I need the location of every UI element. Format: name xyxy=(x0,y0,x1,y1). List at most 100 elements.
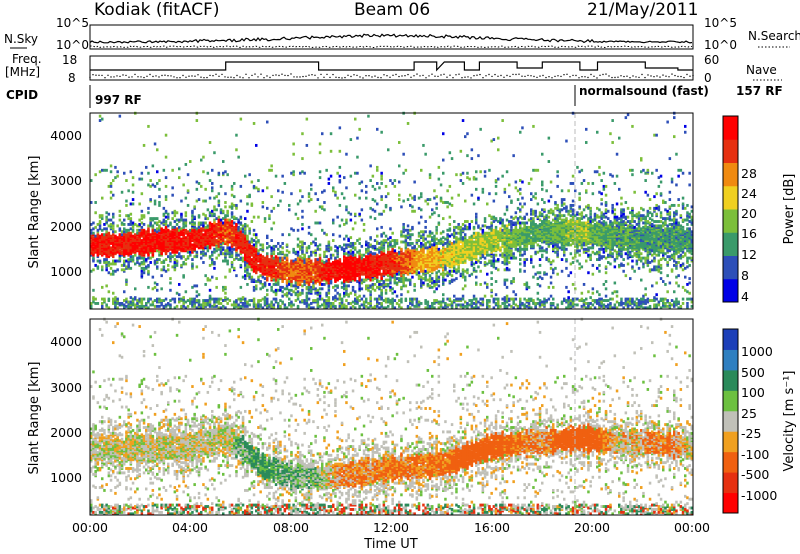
power-cell xyxy=(285,293,289,297)
power-cell xyxy=(327,258,331,262)
power-cell xyxy=(173,209,177,213)
power-cell xyxy=(169,237,172,241)
power-cell xyxy=(105,250,108,254)
power-cell xyxy=(103,250,106,254)
power-cell xyxy=(184,262,188,266)
power-cell xyxy=(398,265,401,269)
power-cell xyxy=(345,291,348,295)
power-cell xyxy=(252,249,256,253)
power-cell xyxy=(338,179,342,182)
power-cell xyxy=(310,269,313,273)
power-cell xyxy=(400,266,403,270)
power-cell xyxy=(360,258,364,262)
power-cell xyxy=(169,252,172,256)
power-cell xyxy=(173,247,177,251)
power-cell xyxy=(138,236,141,240)
power-cell xyxy=(393,268,397,272)
power-cell xyxy=(367,114,370,118)
power-cell xyxy=(191,227,194,231)
power-cell xyxy=(413,282,416,286)
power-cell xyxy=(158,258,161,262)
power-cell xyxy=(162,261,166,264)
power-cell xyxy=(371,274,375,278)
power-cell xyxy=(219,242,223,245)
power-cell xyxy=(299,271,302,275)
power-cell xyxy=(98,114,102,118)
power-cell xyxy=(279,262,282,266)
power-cell xyxy=(415,250,419,254)
power-cell xyxy=(182,261,185,264)
power-cell xyxy=(252,233,256,237)
nave-dot xyxy=(257,76,259,78)
power-cell xyxy=(292,284,295,288)
power-cell xyxy=(112,227,115,231)
power-cell xyxy=(464,242,467,245)
power-cell xyxy=(202,306,205,310)
nave-dot xyxy=(617,76,619,78)
power-cell xyxy=(318,265,322,269)
power-cell xyxy=(235,274,238,278)
power-cell xyxy=(116,240,119,244)
power-cell xyxy=(398,193,401,197)
power-cell xyxy=(332,233,335,237)
power-cell xyxy=(252,239,256,242)
power-cell xyxy=(395,239,399,242)
power-cell xyxy=(307,259,311,263)
power-cell xyxy=(332,186,335,190)
power-cell xyxy=(123,227,126,231)
power-cell xyxy=(131,250,135,254)
power-cell xyxy=(226,242,229,245)
nave-dot xyxy=(197,74,199,76)
power-cell xyxy=(125,266,128,270)
power-cell xyxy=(398,164,401,168)
power-cell xyxy=(329,302,333,305)
power-cell xyxy=(156,246,159,250)
power-cell xyxy=(145,259,148,263)
power-cell xyxy=(450,203,454,207)
power-cell xyxy=(266,306,269,310)
power-cell xyxy=(402,278,405,282)
power-cell xyxy=(318,294,322,298)
power-cell xyxy=(299,274,302,278)
power-cell xyxy=(314,259,317,263)
power-cell xyxy=(334,278,337,282)
power-cell xyxy=(347,294,350,298)
power-cell xyxy=(241,239,245,242)
power-cell xyxy=(101,228,104,232)
power-cell xyxy=(252,261,256,264)
power-cell xyxy=(371,268,375,272)
power-cell xyxy=(314,274,317,278)
power-cell xyxy=(411,249,414,253)
power-cell xyxy=(94,173,97,177)
power-cell xyxy=(349,212,353,216)
power-cell xyxy=(296,278,300,282)
power-cell xyxy=(217,239,221,242)
power-cell xyxy=(195,180,199,184)
power-cell xyxy=(345,263,348,267)
power-cell xyxy=(202,234,205,238)
power-cell xyxy=(217,247,221,251)
power-cell xyxy=(382,263,386,267)
power-cell xyxy=(292,290,295,294)
power-cell xyxy=(230,243,234,247)
power-cell xyxy=(151,243,155,247)
power-cell xyxy=(345,152,348,156)
power-cell xyxy=(336,285,339,289)
power-cell xyxy=(248,261,251,264)
power-cell xyxy=(367,288,370,292)
power-cell xyxy=(404,255,408,259)
power-cell xyxy=(393,243,397,247)
power-cell xyxy=(417,231,421,235)
power-cell xyxy=(255,255,258,259)
power-cell xyxy=(116,302,119,305)
power-cell xyxy=(332,297,335,301)
power-cell xyxy=(362,259,366,263)
power-cell xyxy=(118,246,122,250)
power-cell xyxy=(294,277,298,281)
power-cell xyxy=(395,262,399,266)
power-cell xyxy=(160,261,163,264)
power-cell xyxy=(334,266,337,270)
power-cell xyxy=(365,266,368,270)
power-cell xyxy=(316,306,320,310)
power-cell xyxy=(239,258,243,262)
